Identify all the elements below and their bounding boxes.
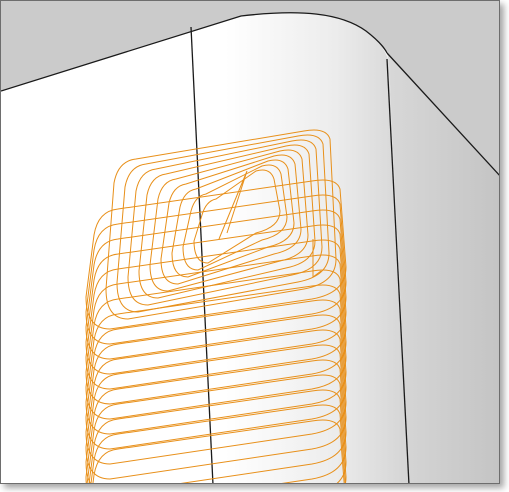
toolpath-loop xyxy=(85,254,347,405)
top-edge xyxy=(1,12,388,92)
toolpath-loop xyxy=(85,269,347,420)
toolpath xyxy=(85,129,347,483)
front-face xyxy=(1,12,409,483)
toolpath-loop xyxy=(193,169,281,264)
toolpath-loop xyxy=(85,194,347,345)
toolpath-loop xyxy=(85,284,347,435)
fillet-edge-left xyxy=(190,26,214,483)
toolpath-loop xyxy=(85,224,347,375)
toolpath-loop xyxy=(85,359,347,483)
toolpath-loop xyxy=(85,314,347,465)
toolpath-loop xyxy=(171,159,295,278)
toolpath-loop xyxy=(88,389,347,483)
toolpath-loop xyxy=(105,129,337,320)
toolpath-loop xyxy=(85,299,347,450)
toolpath-loop xyxy=(127,139,323,306)
fillet-edge-right xyxy=(386,58,410,483)
toolpath-loop xyxy=(85,239,347,390)
toolpath-lead-out xyxy=(312,239,322,278)
toolpath-lead-in xyxy=(218,170,248,240)
toolpath-loop xyxy=(116,134,330,313)
3d-viewport[interactable] xyxy=(0,0,500,484)
toolpath-loop xyxy=(149,149,309,292)
toolpath-loop xyxy=(92,419,345,483)
model-edges xyxy=(1,12,499,483)
toolpath-loop xyxy=(138,144,316,299)
toolpath-loop xyxy=(85,344,347,483)
right-top-edge xyxy=(386,52,499,176)
toolpath-loop xyxy=(85,179,347,330)
toolpath-loop xyxy=(85,209,347,360)
side-face xyxy=(387,53,499,483)
toolpath-loop xyxy=(160,154,302,285)
toolpath-loop xyxy=(86,374,347,483)
toolpath-loop xyxy=(85,329,347,480)
background-top-face xyxy=(1,1,499,175)
cad-scene[interactable] xyxy=(1,1,500,484)
toolpath-loop xyxy=(90,404,346,483)
